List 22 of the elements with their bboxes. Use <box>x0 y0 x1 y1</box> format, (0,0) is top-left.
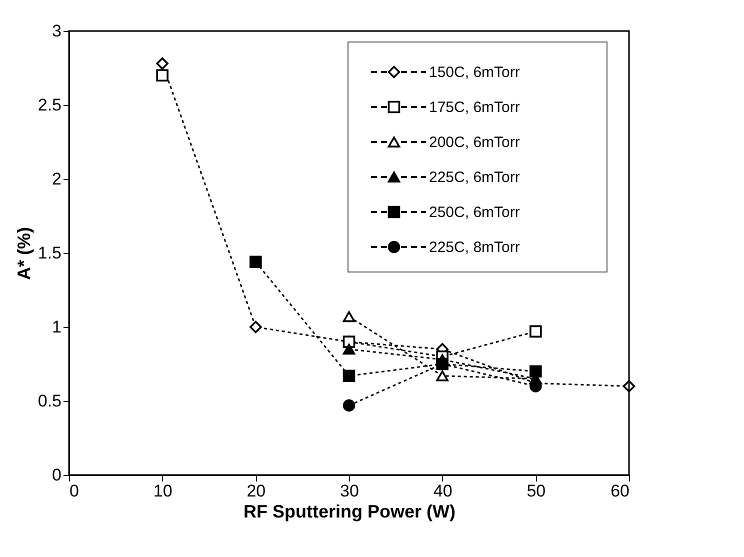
y-axis-title: A* (%) <box>14 226 34 280</box>
legend-label: 250C, 6mTorr <box>429 204 520 221</box>
y-tick-label: 2.5 <box>38 96 62 114</box>
legend-label: 150C, 6mTorr <box>429 64 520 81</box>
legend-label: 175C, 6mTorr <box>429 99 520 116</box>
y-tick-label: 1 <box>52 318 62 336</box>
x-tick-label: 40 <box>433 482 452 500</box>
x-axis-title: RF Sputtering Power (W) <box>244 502 456 522</box>
y-tick-label: 2 <box>52 170 62 188</box>
x-tick-label: 30 <box>340 482 359 500</box>
y-tick-label: 3 <box>52 22 62 40</box>
legend-label: 225C, 8mTorr <box>429 239 520 256</box>
legend-label: 225C, 6mTorr <box>429 169 520 186</box>
y-tick-label: 1.5 <box>38 244 62 262</box>
x-tick-label: 20 <box>246 482 266 500</box>
x-tick-label: 0 <box>70 482 79 500</box>
x-tick-label: 60 <box>610 482 630 500</box>
y-tick-label: 0 <box>52 466 62 484</box>
x-tick-label: 10 <box>153 482 172 500</box>
y-tick-label: 0.5 <box>38 392 62 410</box>
x-tick-label: 50 <box>526 482 546 500</box>
legend-label: 200C, 6mTorr <box>429 134 520 151</box>
